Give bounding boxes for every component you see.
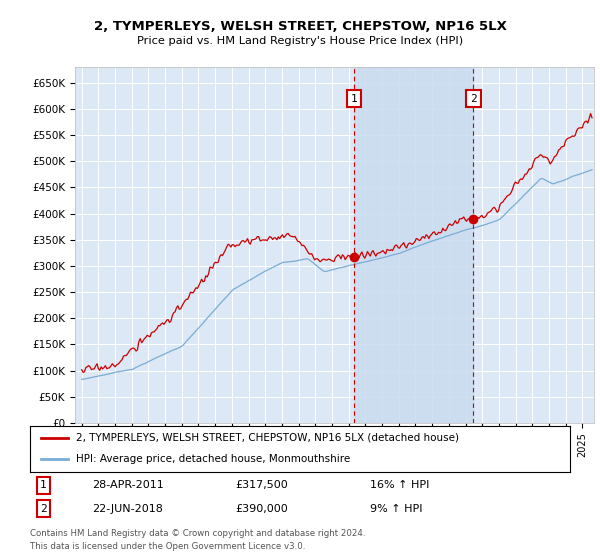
Text: 28-APR-2011: 28-APR-2011 xyxy=(92,480,164,491)
Text: HPI: Average price, detached house, Monmouthshire: HPI: Average price, detached house, Monm… xyxy=(76,454,350,464)
Text: 2, TYMPERLEYS, WELSH STREET, CHEPSTOW, NP16 5LX (detached house): 2, TYMPERLEYS, WELSH STREET, CHEPSTOW, N… xyxy=(76,433,459,442)
Text: 16% ↑ HPI: 16% ↑ HPI xyxy=(370,480,430,491)
Text: 2: 2 xyxy=(40,503,47,514)
Text: 1: 1 xyxy=(40,480,47,491)
Text: £390,000: £390,000 xyxy=(235,503,288,514)
Text: 22-JUN-2018: 22-JUN-2018 xyxy=(92,503,163,514)
Text: 1: 1 xyxy=(350,94,358,104)
Bar xyxy=(354,67,473,423)
Text: Price paid vs. HM Land Registry's House Price Index (HPI): Price paid vs. HM Land Registry's House … xyxy=(137,36,463,46)
Text: £317,500: £317,500 xyxy=(235,480,288,491)
Text: 9% ↑ HPI: 9% ↑ HPI xyxy=(370,503,422,514)
Text: 2: 2 xyxy=(470,94,477,104)
Text: Contains HM Land Registry data © Crown copyright and database right 2024.
This d: Contains HM Land Registry data © Crown c… xyxy=(30,529,365,550)
Text: 2, TYMPERLEYS, WELSH STREET, CHEPSTOW, NP16 5LX: 2, TYMPERLEYS, WELSH STREET, CHEPSTOW, N… xyxy=(94,20,506,32)
